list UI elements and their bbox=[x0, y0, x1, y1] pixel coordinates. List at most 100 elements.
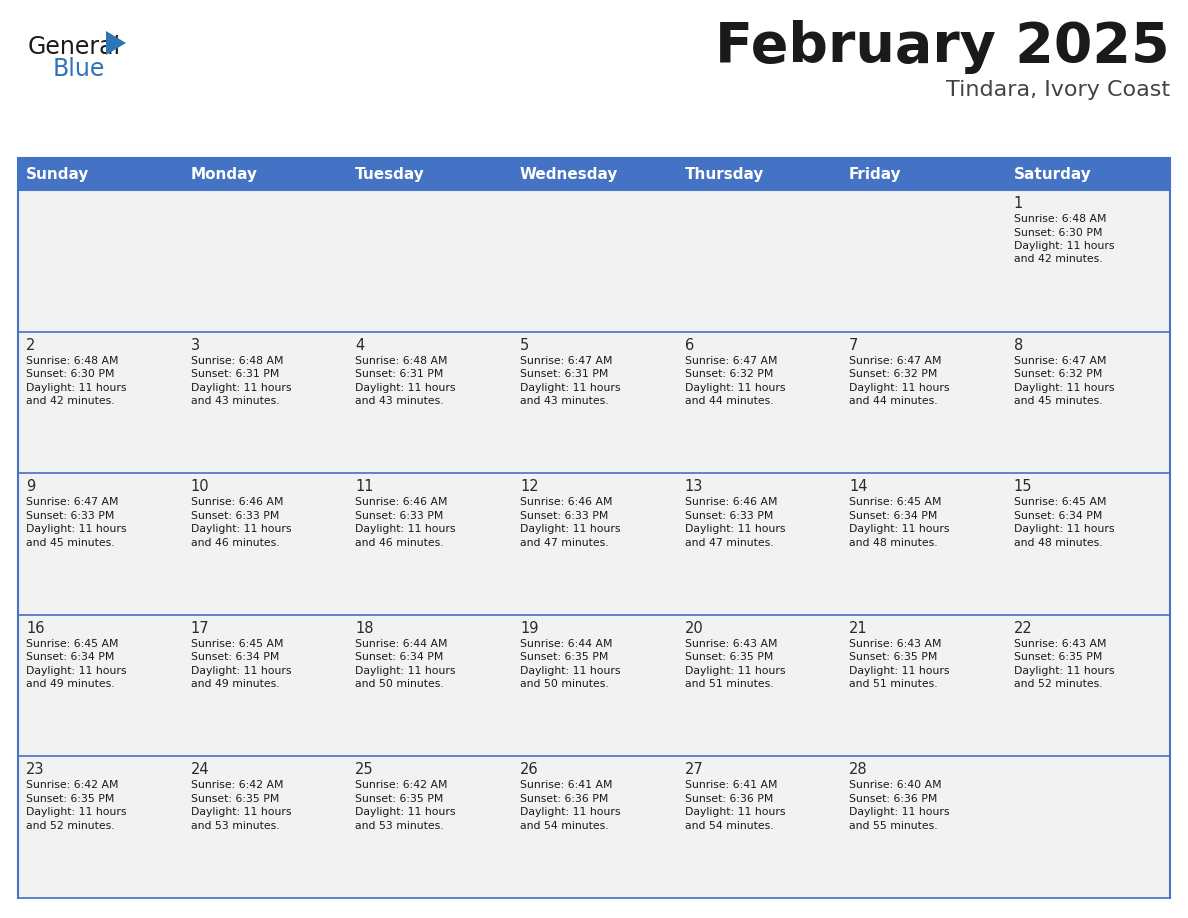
Text: Sunset: 6:31 PM: Sunset: 6:31 PM bbox=[191, 369, 279, 379]
Text: Sunset: 6:35 PM: Sunset: 6:35 PM bbox=[684, 653, 773, 662]
Bar bbox=[347, 190, 512, 331]
Bar bbox=[183, 615, 347, 756]
Text: Sunset: 6:34 PM: Sunset: 6:34 PM bbox=[849, 510, 937, 521]
Text: and 47 minutes.: and 47 minutes. bbox=[520, 538, 608, 548]
Text: Sunset: 6:36 PM: Sunset: 6:36 PM bbox=[849, 794, 937, 804]
Text: Sunrise: 6:41 AM: Sunrise: 6:41 AM bbox=[684, 780, 777, 790]
Text: 27: 27 bbox=[684, 763, 703, 778]
Text: Sunset: 6:33 PM: Sunset: 6:33 PM bbox=[684, 510, 773, 521]
Text: 21: 21 bbox=[849, 621, 867, 636]
Text: Blue: Blue bbox=[53, 57, 106, 81]
Text: Daylight: 11 hours: Daylight: 11 hours bbox=[684, 383, 785, 393]
Text: 24: 24 bbox=[191, 763, 209, 778]
Text: Sunset: 6:33 PM: Sunset: 6:33 PM bbox=[355, 510, 444, 521]
Text: 16: 16 bbox=[26, 621, 45, 636]
Text: Sunrise: 6:48 AM: Sunrise: 6:48 AM bbox=[1013, 214, 1106, 224]
Text: Daylight: 11 hours: Daylight: 11 hours bbox=[520, 383, 620, 393]
Text: 12: 12 bbox=[520, 479, 538, 494]
Text: Sunrise: 6:44 AM: Sunrise: 6:44 AM bbox=[355, 639, 448, 649]
Text: Sunrise: 6:48 AM: Sunrise: 6:48 AM bbox=[191, 355, 283, 365]
Text: and 52 minutes.: and 52 minutes. bbox=[26, 821, 115, 831]
Text: and 46 minutes.: and 46 minutes. bbox=[191, 538, 279, 548]
Bar bbox=[841, 615, 1005, 756]
Text: 14: 14 bbox=[849, 479, 867, 494]
Text: Sunrise: 6:46 AM: Sunrise: 6:46 AM bbox=[684, 498, 777, 508]
Text: February 2025: February 2025 bbox=[715, 20, 1170, 74]
Text: Sunrise: 6:47 AM: Sunrise: 6:47 AM bbox=[849, 355, 942, 365]
Text: and 43 minutes.: and 43 minutes. bbox=[355, 396, 444, 406]
Bar bbox=[183, 756, 347, 898]
Bar bbox=[18, 158, 1170, 190]
Text: Sunrise: 6:46 AM: Sunrise: 6:46 AM bbox=[520, 498, 613, 508]
Text: and 47 minutes.: and 47 minutes. bbox=[684, 538, 773, 548]
Text: Sunrise: 6:47 AM: Sunrise: 6:47 AM bbox=[1013, 355, 1106, 365]
Text: Daylight: 11 hours: Daylight: 11 hours bbox=[191, 808, 291, 817]
Text: 28: 28 bbox=[849, 763, 867, 778]
Text: 20: 20 bbox=[684, 621, 703, 636]
Text: Sunrise: 6:48 AM: Sunrise: 6:48 AM bbox=[355, 355, 448, 365]
Text: Tindara, Ivory Coast: Tindara, Ivory Coast bbox=[946, 80, 1170, 100]
Text: and 46 minutes.: and 46 minutes. bbox=[355, 538, 444, 548]
Text: Daylight: 11 hours: Daylight: 11 hours bbox=[1013, 241, 1114, 251]
Text: Sunset: 6:35 PM: Sunset: 6:35 PM bbox=[849, 653, 937, 662]
Text: Sunrise: 6:45 AM: Sunrise: 6:45 AM bbox=[849, 498, 942, 508]
Text: Daylight: 11 hours: Daylight: 11 hours bbox=[1013, 524, 1114, 534]
Text: 23: 23 bbox=[26, 763, 45, 778]
Bar bbox=[512, 190, 676, 331]
Text: Sunrise: 6:45 AM: Sunrise: 6:45 AM bbox=[1013, 498, 1106, 508]
Bar bbox=[841, 473, 1005, 615]
Text: and 52 minutes.: and 52 minutes. bbox=[1013, 679, 1102, 689]
Text: Daylight: 11 hours: Daylight: 11 hours bbox=[355, 666, 456, 676]
Text: and 42 minutes.: and 42 minutes. bbox=[26, 396, 115, 406]
Bar bbox=[512, 331, 676, 473]
Text: Sunrise: 6:47 AM: Sunrise: 6:47 AM bbox=[26, 498, 119, 508]
Text: 25: 25 bbox=[355, 763, 374, 778]
Bar bbox=[512, 473, 676, 615]
Text: Daylight: 11 hours: Daylight: 11 hours bbox=[26, 666, 127, 676]
Text: 9: 9 bbox=[26, 479, 36, 494]
Text: Sunrise: 6:42 AM: Sunrise: 6:42 AM bbox=[191, 780, 283, 790]
Text: Daylight: 11 hours: Daylight: 11 hours bbox=[684, 808, 785, 817]
Text: Daylight: 11 hours: Daylight: 11 hours bbox=[191, 666, 291, 676]
Text: Daylight: 11 hours: Daylight: 11 hours bbox=[684, 524, 785, 534]
Text: Sunrise: 6:42 AM: Sunrise: 6:42 AM bbox=[355, 780, 448, 790]
Text: General: General bbox=[29, 35, 121, 59]
Text: 17: 17 bbox=[191, 621, 209, 636]
Text: Sunrise: 6:43 AM: Sunrise: 6:43 AM bbox=[684, 639, 777, 649]
Text: Sunrise: 6:46 AM: Sunrise: 6:46 AM bbox=[191, 498, 283, 508]
Text: Daylight: 11 hours: Daylight: 11 hours bbox=[1013, 666, 1114, 676]
Text: Daylight: 11 hours: Daylight: 11 hours bbox=[191, 383, 291, 393]
Text: Sunrise: 6:40 AM: Sunrise: 6:40 AM bbox=[849, 780, 942, 790]
Bar bbox=[841, 756, 1005, 898]
Text: Sunset: 6:34 PM: Sunset: 6:34 PM bbox=[191, 653, 279, 662]
Text: 11: 11 bbox=[355, 479, 374, 494]
Text: and 45 minutes.: and 45 minutes. bbox=[26, 538, 115, 548]
Text: Thursday: Thursday bbox=[684, 166, 764, 182]
Text: 8: 8 bbox=[1013, 338, 1023, 353]
Text: and 54 minutes.: and 54 minutes. bbox=[520, 821, 608, 831]
Text: Daylight: 11 hours: Daylight: 11 hours bbox=[849, 383, 949, 393]
Bar bbox=[512, 756, 676, 898]
Bar bbox=[1005, 331, 1170, 473]
Text: Sunrise: 6:42 AM: Sunrise: 6:42 AM bbox=[26, 780, 119, 790]
Bar bbox=[183, 473, 347, 615]
Text: and 45 minutes.: and 45 minutes. bbox=[1013, 396, 1102, 406]
Bar bbox=[18, 756, 183, 898]
Text: Daylight: 11 hours: Daylight: 11 hours bbox=[849, 524, 949, 534]
Text: Daylight: 11 hours: Daylight: 11 hours bbox=[1013, 383, 1114, 393]
Text: and 50 minutes.: and 50 minutes. bbox=[520, 679, 608, 689]
Text: Sunset: 6:34 PM: Sunset: 6:34 PM bbox=[355, 653, 444, 662]
Text: Sunset: 6:30 PM: Sunset: 6:30 PM bbox=[1013, 228, 1102, 238]
Text: Sunset: 6:30 PM: Sunset: 6:30 PM bbox=[26, 369, 115, 379]
Bar bbox=[183, 190, 347, 331]
Text: Daylight: 11 hours: Daylight: 11 hours bbox=[520, 808, 620, 817]
Bar bbox=[1005, 615, 1170, 756]
Text: 1: 1 bbox=[1013, 196, 1023, 211]
Text: Daylight: 11 hours: Daylight: 11 hours bbox=[684, 666, 785, 676]
Text: Sunrise: 6:41 AM: Sunrise: 6:41 AM bbox=[520, 780, 613, 790]
Bar bbox=[676, 756, 841, 898]
Text: 2: 2 bbox=[26, 338, 36, 353]
Bar bbox=[347, 615, 512, 756]
Text: Wednesday: Wednesday bbox=[520, 166, 618, 182]
Text: Sunset: 6:35 PM: Sunset: 6:35 PM bbox=[355, 794, 444, 804]
